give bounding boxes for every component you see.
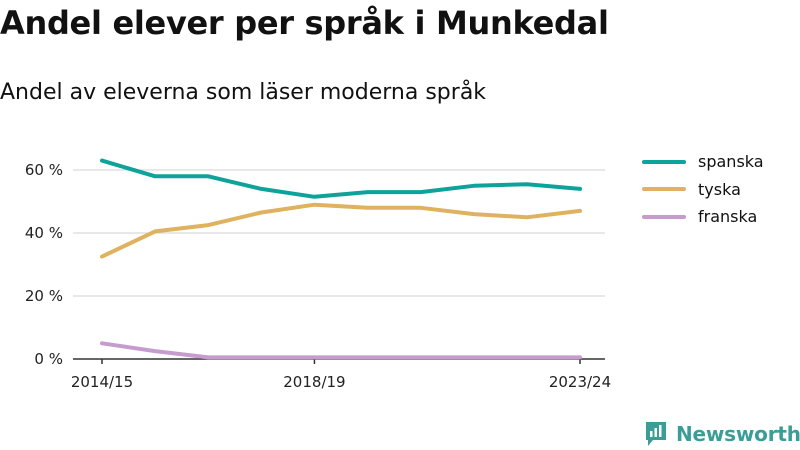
legend-item-franska: franska — [642, 203, 764, 231]
newsworthy-logo-icon — [646, 422, 666, 446]
series-line-tyska — [100, 202, 582, 259]
legend-swatch — [642, 187, 686, 192]
y-tick-label: 40 % — [25, 224, 63, 242]
legend-swatch — [642, 214, 686, 219]
legend-label: franska — [698, 207, 758, 227]
series-line-spanska — [100, 158, 582, 199]
x-tick-label: 2014/15 — [71, 373, 133, 391]
y-tick-label: 20 % — [25, 287, 63, 305]
x-tick-label: 2023/24 — [549, 373, 611, 391]
chart-legend: spanska tyska franska — [642, 148, 764, 231]
brand-logo: Newsworthy — [644, 420, 800, 448]
y-tick-label: 0 % — [34, 350, 63, 368]
legend-label: spanska — [698, 152, 764, 172]
y-tick-label: 60 % — [25, 161, 63, 179]
page-subtitle: Andel av eleverna som läser moderna språ… — [0, 80, 487, 105]
x-tick-label: 2018/19 — [283, 373, 345, 391]
brand-name: Newsworthy — [676, 422, 800, 446]
series-line-franska — [100, 341, 582, 360]
legend-item-spanska: spanska — [642, 148, 764, 176]
page-title: Andel elever per språk i Munkedal — [0, 4, 609, 42]
legend-label: tyska — [698, 179, 741, 199]
legend-item-tyska: tyska — [642, 176, 764, 204]
legend-swatch — [642, 159, 686, 164]
